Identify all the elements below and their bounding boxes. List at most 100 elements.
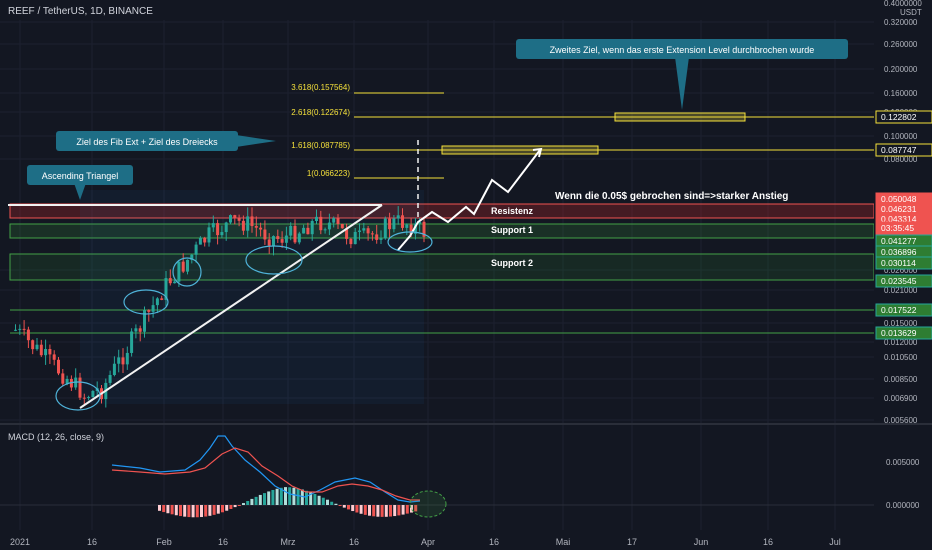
low-ellipse-4	[245, 245, 303, 275]
x-tick-label: Jun	[694, 537, 709, 547]
price-tag-box	[875, 303, 932, 317]
x-tick-labels: 2021 16 Feb 16 Mrz 16 Apr 16 Mai 17 Jun 16 Jul	[10, 537, 841, 547]
support1-label: Support 1	[491, 225, 533, 235]
y-tick-label: 0.005600	[884, 416, 918, 425]
candle-body	[340, 223, 344, 229]
candle-body	[409, 224, 413, 234]
x-tick-label: 16	[489, 537, 499, 547]
candle-body	[130, 331, 134, 353]
macd-bar	[187, 505, 191, 518]
y-tick-label: 0.320000	[884, 18, 918, 27]
y-tick-label: 0.080000	[884, 155, 918, 164]
low-ellipse-1	[55, 381, 101, 411]
macd-cross-ellipse	[409, 490, 447, 518]
candle-body	[263, 229, 267, 240]
macd-bar	[380, 505, 384, 517]
callouts: Ascending Triangel Ziel des Fib Ext + Zi…	[27, 39, 848, 200]
macd-bar	[305, 490, 308, 505]
candle-body	[48, 349, 52, 355]
macd-bar	[321, 497, 325, 505]
candle-body	[87, 397, 91, 399]
candle-body	[220, 232, 224, 236]
callout-target1-box	[56, 131, 238, 151]
macd-bar	[351, 505, 355, 512]
callout-target2-pointer	[675, 57, 689, 110]
candle-body	[401, 215, 404, 228]
candle-body	[276, 236, 280, 240]
candle-body	[78, 377, 82, 398]
macd-panel: MACD (12, 26, close, 9) 0.005000 0.00000…	[0, 423, 932, 518]
candle-body	[289, 225, 293, 236]
macd-bar	[347, 505, 350, 510]
macd-bar	[200, 505, 203, 518]
candle-body	[108, 375, 112, 383]
candle-body	[358, 230, 361, 232]
candle-body	[306, 227, 310, 235]
candle-body	[198, 237, 202, 245]
price-tag-value: 0.043314	[881, 214, 917, 224]
x-tick-label: 2021	[10, 537, 30, 547]
macd-bar	[296, 488, 300, 505]
candle-body	[14, 329, 17, 331]
macd-line	[111, 435, 421, 503]
candle-body	[383, 218, 387, 239]
candle-body	[82, 397, 86, 399]
fib-levels: 3.618(0.157564) 2.618(0.122674) 1.618(0.…	[291, 83, 874, 179]
macd-bar	[216, 505, 220, 514]
y-tick-label: 0.010500	[884, 353, 918, 362]
macd-bar	[242, 503, 245, 505]
y-tick-label: 0.012000	[884, 338, 918, 347]
macd-bar	[359, 505, 363, 514]
macd-bar	[326, 499, 329, 505]
macd-bar	[372, 505, 376, 517]
support2-label: Support 2	[491, 258, 533, 268]
candle-body	[396, 215, 400, 219]
y-tick-label: 0.260000	[884, 40, 918, 49]
candle-body	[143, 310, 146, 332]
macd-ytick-2: 0.000000	[886, 501, 920, 510]
candle-body	[379, 238, 383, 240]
macd-bar	[237, 505, 241, 506]
macd-bar	[338, 505, 342, 506]
candle-body	[61, 373, 65, 384]
macd-bar	[246, 500, 250, 505]
candle-body	[57, 359, 60, 374]
price-tag-value: 0.017522	[881, 305, 917, 315]
candle-body	[272, 236, 275, 246]
candle-body	[216, 223, 220, 236]
callout-target2-text: Zweites Ziel, wenn das erste Extension L…	[550, 45, 815, 55]
macd-bar	[389, 505, 392, 517]
projection-arrowhead	[532, 147, 543, 158]
candle-body	[177, 261, 181, 282]
candle-body	[181, 261, 185, 272]
candle-body	[241, 220, 245, 231]
candle-body	[332, 218, 336, 223]
triangle-rising-line	[79, 204, 383, 409]
macd-histogram	[158, 487, 418, 518]
fib-label-1: 1(0.066223)	[307, 169, 350, 178]
candle-body	[375, 234, 379, 240]
projection-path	[397, 149, 541, 251]
macd-bar	[405, 505, 409, 514]
price-tag-box	[875, 274, 932, 288]
price-tag-value: 0.041277	[881, 236, 917, 246]
candle-body	[39, 344, 43, 356]
macd-bar	[397, 505, 401, 516]
macd-ytick-1: 0.005000	[886, 458, 920, 467]
candle-body	[353, 231, 357, 245]
candle-body	[194, 244, 198, 255]
candle-body	[22, 328, 26, 330]
macd-bar	[384, 505, 388, 517]
macd-bar	[179, 505, 182, 517]
price-tag-box	[875, 326, 932, 340]
macd-bar	[204, 505, 208, 517]
candle-body	[190, 254, 194, 260]
macd-bar	[221, 505, 224, 513]
macd-bar	[183, 505, 187, 517]
macd-bar	[317, 495, 321, 505]
candle-body	[422, 221, 426, 237]
price-tag-box	[875, 110, 932, 124]
candle-body	[293, 225, 297, 243]
candle-body	[310, 221, 314, 235]
